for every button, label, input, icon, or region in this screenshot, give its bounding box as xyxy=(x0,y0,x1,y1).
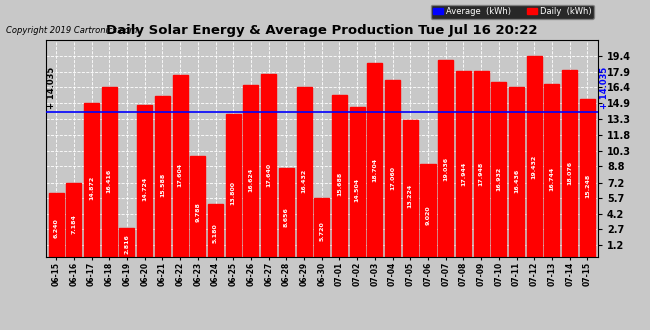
Bar xyxy=(545,84,560,257)
Bar xyxy=(208,204,223,257)
Text: 14.724: 14.724 xyxy=(142,177,147,201)
Bar xyxy=(172,75,188,257)
Bar xyxy=(84,103,99,257)
Text: 9.020: 9.020 xyxy=(426,206,430,225)
Bar xyxy=(155,96,170,257)
Text: 16.624: 16.624 xyxy=(248,168,254,192)
Bar xyxy=(526,56,542,257)
Bar xyxy=(190,156,205,257)
Bar xyxy=(137,105,152,257)
Text: 9.788: 9.788 xyxy=(195,202,200,222)
Text: 5.180: 5.180 xyxy=(213,223,218,243)
Text: 16.432: 16.432 xyxy=(302,169,307,193)
Text: 15.248: 15.248 xyxy=(585,174,590,198)
Text: + 14.035: + 14.035 xyxy=(600,66,609,109)
Bar xyxy=(509,87,524,257)
Text: 16.436: 16.436 xyxy=(514,169,519,193)
Bar xyxy=(562,70,577,257)
Text: 17.060: 17.060 xyxy=(390,166,395,190)
Bar xyxy=(261,75,276,257)
Text: 14.872: 14.872 xyxy=(89,176,94,200)
Text: 6.240: 6.240 xyxy=(54,218,58,238)
Text: 17.948: 17.948 xyxy=(478,161,484,186)
Bar xyxy=(226,114,240,257)
Bar xyxy=(491,82,506,257)
Bar xyxy=(385,81,400,257)
Bar xyxy=(367,63,382,257)
Text: Copyright 2019 Cartronics.com: Copyright 2019 Cartronics.com xyxy=(6,26,138,35)
Text: 19.036: 19.036 xyxy=(443,156,448,181)
Text: 15.688: 15.688 xyxy=(337,172,342,196)
Text: 17.604: 17.604 xyxy=(177,163,183,187)
Text: 15.588: 15.588 xyxy=(160,173,165,197)
Bar xyxy=(580,99,595,257)
Text: 16.416: 16.416 xyxy=(107,169,112,193)
Bar xyxy=(350,107,365,257)
Text: 2.816: 2.816 xyxy=(124,234,129,254)
Text: 16.744: 16.744 xyxy=(549,167,554,191)
Bar xyxy=(279,168,294,257)
Bar xyxy=(120,228,135,257)
Text: 17.640: 17.640 xyxy=(266,163,271,187)
Text: 8.656: 8.656 xyxy=(284,207,289,227)
Bar xyxy=(243,85,259,257)
Text: 16.932: 16.932 xyxy=(497,166,501,190)
Bar xyxy=(314,198,330,257)
Text: 13.224: 13.224 xyxy=(408,183,413,208)
Text: + 14.035: + 14.035 xyxy=(47,66,57,109)
Text: 5.720: 5.720 xyxy=(319,221,324,241)
Text: 18.704: 18.704 xyxy=(372,158,378,182)
Bar xyxy=(101,87,117,257)
Text: 7.184: 7.184 xyxy=(72,214,76,234)
Bar xyxy=(49,193,64,257)
Bar xyxy=(403,120,418,257)
Legend: Average  (kWh), Daily  (kWh): Average (kWh), Daily (kWh) xyxy=(430,5,594,18)
Text: 19.432: 19.432 xyxy=(532,154,537,179)
Bar xyxy=(438,60,453,257)
Bar xyxy=(456,71,471,257)
Bar xyxy=(474,71,489,257)
Text: 14.504: 14.504 xyxy=(355,178,359,202)
Bar xyxy=(296,87,311,257)
Title: Daily Solar Energy & Average Production Tue Jul 16 20:22: Daily Solar Energy & Average Production … xyxy=(106,24,538,37)
Bar xyxy=(66,183,81,257)
Bar xyxy=(332,95,347,257)
Bar xyxy=(421,164,436,257)
Text: 18.076: 18.076 xyxy=(567,161,572,185)
Text: 17.944: 17.944 xyxy=(461,161,466,186)
Text: 13.800: 13.800 xyxy=(231,181,236,205)
